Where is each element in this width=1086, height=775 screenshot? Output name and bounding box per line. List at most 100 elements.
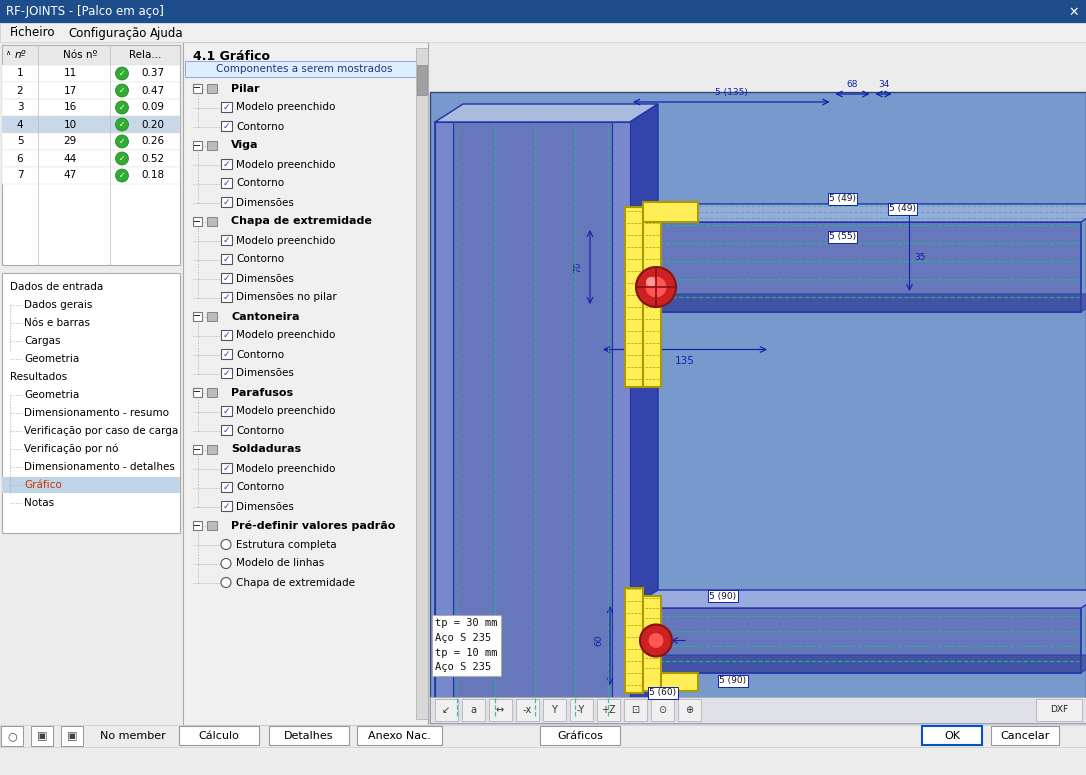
Bar (643, 202, 698, 222)
Text: 4: 4 (16, 119, 23, 129)
Text: 5 (90): 5 (90) (719, 677, 746, 686)
Text: Pré-definir valores padrão: Pré-definir valores padrão (231, 520, 395, 531)
Text: Configuração: Configuração (68, 26, 147, 40)
Bar (220, 235, 232, 245)
Bar (540, 726, 620, 745)
Text: ✓: ✓ (223, 483, 230, 492)
Text: 1: 1 (16, 68, 23, 78)
Circle shape (636, 267, 675, 307)
Bar (0, 725, 1086, 747)
Text: Modelo preenchido: Modelo preenchido (236, 463, 336, 474)
Text: Ajuda: Ajuda (150, 26, 184, 40)
Bar (626, 207, 643, 387)
Text: Modelo preenchido: Modelo preenchido (236, 330, 336, 340)
Text: 7: 7 (16, 170, 23, 181)
Text: Componentes a serem mostrados: Componentes a serem mostrados (216, 64, 393, 74)
Text: ✓: ✓ (223, 179, 230, 188)
Text: Dados de entrada: Dados de entrada (10, 282, 103, 292)
Text: Contorno: Contorno (236, 483, 285, 492)
Text: Dados gerais: Dados gerais (24, 300, 92, 310)
Text: tp = 30 mm
Aço S 235
tp = 10 mm
Aço S 235: tp = 30 mm Aço S 235 tp = 10 mm Aço S 23… (435, 618, 497, 673)
Text: OK: OK (944, 731, 960, 741)
Text: 0.37: 0.37 (141, 68, 165, 78)
Bar (2, 65, 180, 82)
Bar (435, 699, 458, 721)
Text: ✓: ✓ (223, 255, 230, 264)
Bar (269, 726, 349, 745)
Bar (220, 330, 232, 340)
Bar (220, 425, 232, 435)
Text: Parafusos: Parafusos (231, 388, 293, 398)
Circle shape (220, 559, 231, 569)
Text: 35: 35 (914, 253, 926, 263)
Text: ✕: ✕ (1069, 5, 1079, 19)
Bar (613, 122, 630, 718)
Bar (630, 608, 1081, 673)
Bar (193, 388, 202, 397)
Text: 68: 68 (847, 80, 858, 89)
Bar (207, 217, 217, 226)
Polygon shape (630, 204, 1086, 222)
Bar (185, 61, 424, 77)
Text: Nós nº: Nós nº (63, 50, 97, 60)
Bar (2, 273, 180, 533)
Text: −: − (193, 388, 202, 398)
Text: 0.47: 0.47 (141, 85, 165, 95)
Bar (220, 349, 232, 359)
Bar (193, 141, 202, 150)
Text: +Z: +Z (601, 705, 616, 715)
Bar (0, 0, 1086, 23)
Bar (220, 273, 232, 283)
Circle shape (115, 101, 128, 114)
Text: ✓: ✓ (118, 103, 125, 112)
Bar (416, 48, 428, 719)
Text: Modelo preenchido: Modelo preenchido (236, 160, 336, 170)
Text: ⊕: ⊕ (685, 705, 693, 715)
Text: ✓: ✓ (223, 502, 230, 511)
Text: ↔: ↔ (496, 705, 504, 715)
Bar (220, 121, 232, 131)
Text: ▣: ▣ (66, 731, 77, 741)
Circle shape (220, 577, 231, 587)
Bar (678, 699, 700, 721)
Text: Pilar: Pilar (231, 84, 260, 94)
Text: Estrutura completa: Estrutura completa (236, 539, 337, 549)
Text: 70: 70 (573, 261, 582, 273)
Text: Rela...: Rela... (129, 50, 161, 60)
Bar (220, 368, 232, 378)
Bar (31, 726, 53, 746)
Text: Soldaduras: Soldaduras (231, 445, 301, 454)
Bar (2, 82, 180, 99)
Text: Contorno: Contorno (236, 254, 285, 264)
Text: ⊡: ⊡ (631, 705, 639, 715)
Bar (430, 92, 1086, 723)
Text: Cancelar: Cancelar (1000, 731, 1050, 741)
Text: Modelo preenchido: Modelo preenchido (236, 102, 336, 112)
Text: Dimensionamento - resumo: Dimensionamento - resumo (24, 408, 169, 418)
Text: 10: 10 (63, 119, 76, 129)
Text: 0.26: 0.26 (141, 136, 165, 146)
Text: 0.18: 0.18 (141, 170, 165, 181)
Text: Contorno: Contorno (236, 425, 285, 436)
Bar (184, 42, 428, 725)
Text: Modelo de linhas: Modelo de linhas (236, 559, 325, 569)
Bar (2, 133, 180, 150)
Bar (516, 699, 539, 721)
Text: Detalhes: Detalhes (285, 731, 333, 741)
Bar (462, 699, 485, 721)
Circle shape (640, 625, 672, 656)
Bar (1036, 699, 1082, 721)
Text: Dimensões: Dimensões (236, 501, 294, 512)
Bar (570, 699, 593, 721)
Bar (0, 23, 1086, 42)
Text: ✓: ✓ (223, 293, 230, 302)
Circle shape (648, 632, 664, 649)
Bar (435, 122, 630, 718)
Bar (193, 445, 202, 454)
Bar (207, 388, 217, 397)
Circle shape (645, 276, 667, 298)
Text: 34: 34 (877, 80, 889, 89)
Text: 5 (90): 5 (90) (709, 591, 736, 601)
Text: Contorno: Contorno (236, 350, 285, 360)
Bar (207, 521, 217, 530)
